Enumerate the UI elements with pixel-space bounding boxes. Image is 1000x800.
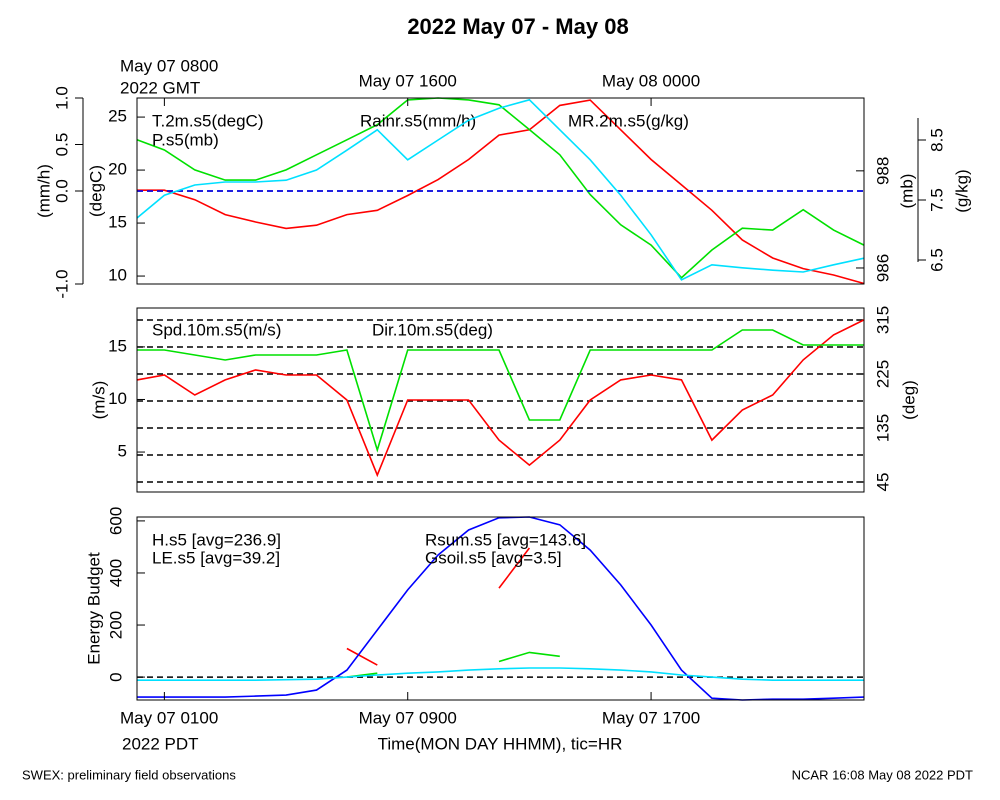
y-tick-label: 15 (108, 336, 127, 355)
y-tick-label: 0 (106, 672, 125, 681)
y-tick-label: 988 (873, 157, 892, 185)
x-tick-label: May 07 1700 (602, 708, 700, 727)
y-tick-label: 1.0 (52, 86, 71, 110)
y-tick-label: 200 (106, 611, 125, 639)
footer-right: NCAR 16:08 May 08 2022 PDT (792, 767, 973, 782)
footer-left: SWEX: preliminary field observations (22, 767, 236, 782)
y-tick-label: 6.5 (927, 248, 946, 272)
y-tick-label: 315 (873, 306, 892, 334)
y-tick-label: 15 (108, 213, 127, 232)
y-tick-label: 0.5 (52, 133, 71, 157)
series-line (136, 319, 865, 478)
y-tick-label: 20 (108, 160, 127, 179)
legend-label: Dir.10m.s5(deg) (372, 320, 493, 339)
y-tick-label: 600 (106, 507, 125, 535)
x2-tick-label: May 07 1600 (359, 71, 457, 90)
y-tick-label: 45 (873, 473, 892, 492)
title: 2022 May 07 - May 08 (407, 14, 628, 39)
plot-frame (136, 97, 865, 285)
y-tick-label: 25 (108, 107, 127, 126)
legend-label: MR.2m.s5(g/kg) (568, 111, 689, 130)
series-line (136, 97, 865, 279)
series-line (137, 667, 864, 681)
x-tick-label: May 07 0900 (359, 708, 457, 727)
y-tick-label: 400 (106, 559, 125, 587)
y-tick-label: 7.5 (927, 188, 946, 212)
y-tick-label: 225 (873, 360, 892, 388)
series-line (346, 547, 531, 666)
y-tick-label: 0.0 (52, 179, 71, 203)
series-line (137, 329, 864, 453)
x2-tick-label: May 07 0800 (120, 56, 218, 75)
plot-frame (136, 307, 865, 493)
y-axis-title: (mm/h) (34, 164, 53, 218)
series-line (137, 99, 865, 285)
plot-frame (136, 516, 865, 701)
legend-label: P.s5(mb) (152, 130, 219, 149)
legend-label: Rsum.s5 [avg=143.6] (425, 530, 586, 549)
x-axis-label: Time(MON DAY HHMM), tic=HR (378, 734, 623, 753)
y-tick-label: 135 (873, 414, 892, 442)
legend-label: Spd.10m.s5(m/s) (152, 320, 281, 339)
y-axis-title: (g/kg) (952, 169, 971, 212)
y-tick-label: 986 (873, 254, 892, 282)
y-axis-title: (deg) (899, 380, 918, 420)
legend-label: T.2m.s5(degC) (152, 111, 263, 130)
y-tick-label: 10 (108, 266, 127, 285)
x2-tick-label: May 08 0000 (602, 71, 700, 90)
x-sublabel: 2022 PDT (122, 734, 199, 753)
legend-label: H.s5 [avg=236.9] (152, 530, 281, 549)
legend-label: Gsoil.s5 [avg=3.5] (425, 548, 562, 567)
y-tick-label: 10 (108, 389, 127, 408)
series-line (136, 98, 865, 281)
legend-label: Rainr.s5(mm/h) (360, 111, 476, 130)
y-tick-label: 8.5 (927, 128, 946, 152)
y-axis-title: (m/s) (89, 381, 108, 420)
x-tick-label: May 07 0100 (120, 708, 218, 727)
y-axis-title: Energy Budget (84, 552, 103, 665)
legend-label: LE.s5 [avg=39.2] (152, 548, 280, 567)
y-tick-label: 5 (118, 442, 127, 461)
x2-sublabel: 2022 GMT (120, 78, 200, 97)
y-axis-title: (degC) (86, 165, 105, 217)
y-tick-label: -1.0 (52, 269, 71, 298)
series-line (346, 651, 560, 678)
y-axis-title: (mb) (897, 174, 916, 209)
